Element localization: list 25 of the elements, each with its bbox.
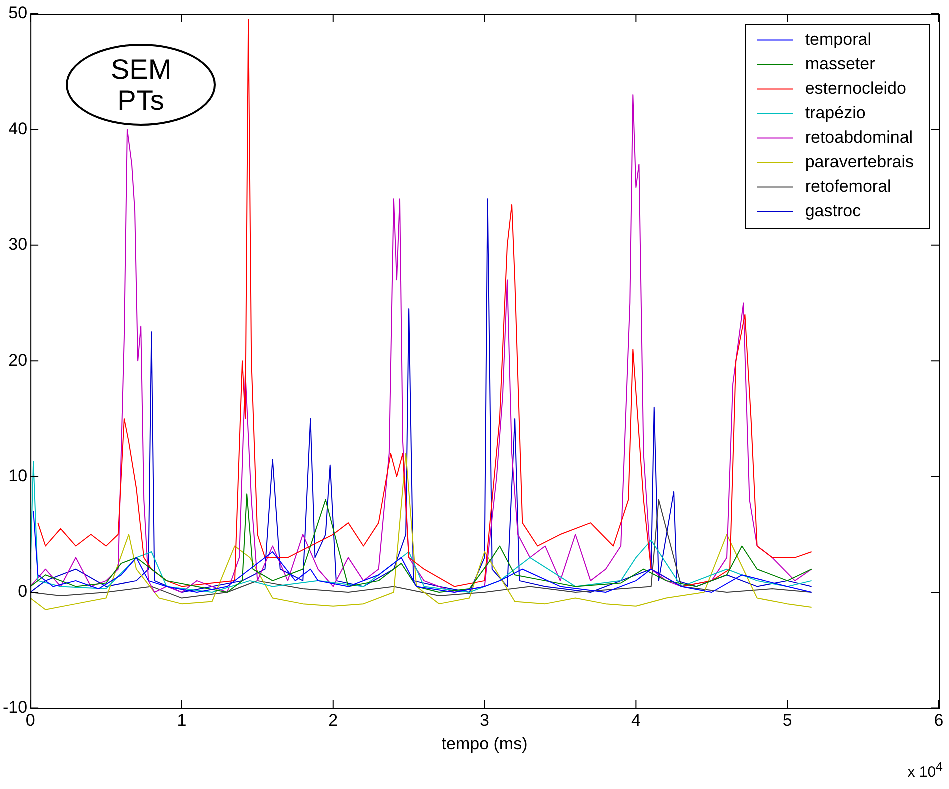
x-tick-label: 1	[177, 711, 187, 730]
x-tick-label: 5	[782, 711, 792, 730]
x-tick-label: 6	[934, 711, 944, 730]
x-tick-label: 2	[328, 711, 338, 730]
y-tick-label: 50	[8, 4, 28, 23]
x-tick-label: 4	[631, 711, 641, 730]
legend-label: temporal	[805, 30, 872, 49]
y-tick-label: 20	[8, 350, 28, 370]
ellipse-outline: SEM PTs	[66, 44, 216, 126]
y-tick-label: 0	[18, 582, 28, 602]
legend-label: retoabdominal	[805, 128, 914, 147]
y-tick-label: 30	[8, 235, 28, 254]
x-axis-title: tempo (ms)	[442, 734, 528, 754]
y-tick-label: -10	[2, 698, 28, 717]
annotation: SEM PTs	[111, 54, 172, 116]
legend-label: esternocleido	[805, 78, 906, 98]
y-tick-label: 40	[8, 119, 28, 138]
legend-label: gastroc	[805, 201, 862, 220]
legend-label: masseter	[805, 54, 876, 74]
y-tick-label: 10	[8, 466, 28, 486]
text: x 10$^{4}$	[908, 760, 943, 781]
x-tick-label: 3	[480, 711, 490, 730]
legend-label: retofemoral	[805, 176, 892, 196]
legend-label: trapézio	[805, 103, 866, 122]
legend-label: paravertebrais	[805, 152, 914, 172]
